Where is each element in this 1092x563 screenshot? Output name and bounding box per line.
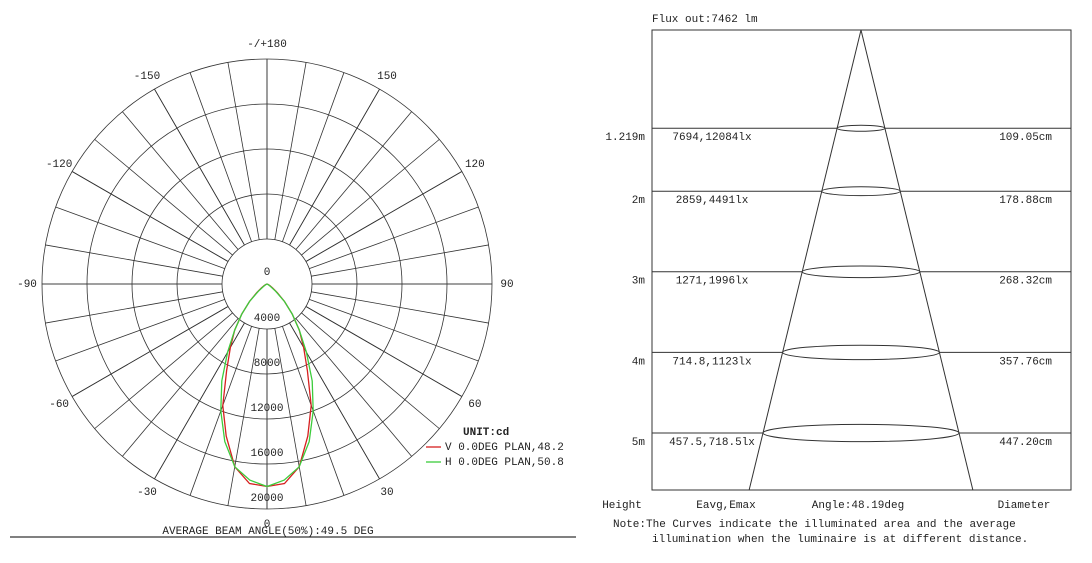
diameter: 357.76cm bbox=[999, 356, 1052, 368]
height-label: 2m bbox=[632, 195, 646, 207]
angle-label: 30 bbox=[380, 487, 393, 499]
angle-label: 90 bbox=[500, 279, 513, 291]
diameter: 268.32cm bbox=[999, 276, 1052, 288]
diameter: 178.88cm bbox=[999, 195, 1052, 207]
height-label: 3m bbox=[632, 276, 646, 288]
angle-label: -150 bbox=[134, 71, 160, 83]
beam-area bbox=[782, 344, 940, 361]
angle-label: 120 bbox=[465, 159, 485, 171]
angle-grid bbox=[305, 171, 463, 262]
note: Note:The Curves indicate the illuminated… bbox=[613, 519, 1016, 531]
beam-area bbox=[762, 423, 960, 443]
column-header: Angle:48.19deg bbox=[812, 500, 904, 512]
beam-area bbox=[836, 124, 886, 132]
angle-label: -/+180 bbox=[247, 39, 287, 51]
illuminance: 7694,12084lx bbox=[672, 132, 752, 144]
illuminance: 714.8,1123lx bbox=[672, 356, 752, 368]
angle-label: -30 bbox=[137, 487, 157, 499]
legend-title: UNIT:cd bbox=[463, 427, 509, 439]
illuminance: 457.5,718.5lx bbox=[669, 437, 755, 449]
note: illumination when the luminaire is at di… bbox=[652, 534, 1028, 546]
angle-grid bbox=[71, 171, 229, 262]
beam-area bbox=[801, 265, 921, 279]
angle-grid bbox=[71, 306, 229, 397]
column-header: Eavg,Emax bbox=[696, 500, 756, 512]
column-header: Diameter bbox=[998, 500, 1051, 512]
angle-label: -90 bbox=[17, 279, 37, 291]
height-label: 5m bbox=[632, 437, 646, 449]
illuminance: 1271,1996lx bbox=[676, 276, 749, 288]
diameter: 447.20cm bbox=[999, 437, 1052, 449]
angle-label: 0 bbox=[264, 519, 271, 531]
angle-label: 60 bbox=[468, 399, 481, 411]
angle-label: -60 bbox=[49, 399, 69, 411]
illuminance: 2859,4491lx bbox=[676, 195, 749, 207]
cone-title: Flux out:7462 lm bbox=[652, 14, 758, 26]
r-tick-label: 4000 bbox=[254, 313, 280, 325]
footer: AVERAGE BEAM ANGLE(50%):49.5 DEG bbox=[162, 526, 373, 538]
angle-grid bbox=[305, 306, 463, 397]
angle-label: -120 bbox=[46, 159, 72, 171]
cone-side bbox=[748, 29, 862, 491]
legend-label: H 0.0DEG PLAN,50.8 bbox=[445, 457, 564, 469]
angle-grid bbox=[154, 88, 245, 246]
column-header: Height bbox=[602, 500, 642, 512]
diameter: 109.05cm bbox=[999, 132, 1052, 144]
frame bbox=[651, 29, 1072, 491]
height-label: 1.219m bbox=[605, 132, 645, 144]
cone-side bbox=[860, 29, 974, 491]
r-tick-label: 0 bbox=[264, 267, 271, 279]
legend-label: V 0.0DEG PLAN,48.2 bbox=[445, 442, 564, 454]
intensity-curve bbox=[220, 283, 314, 488]
beam-area bbox=[821, 186, 901, 197]
angle-grid bbox=[289, 88, 380, 246]
angle-label: 150 bbox=[377, 71, 397, 83]
height-label: 4m bbox=[632, 356, 646, 368]
